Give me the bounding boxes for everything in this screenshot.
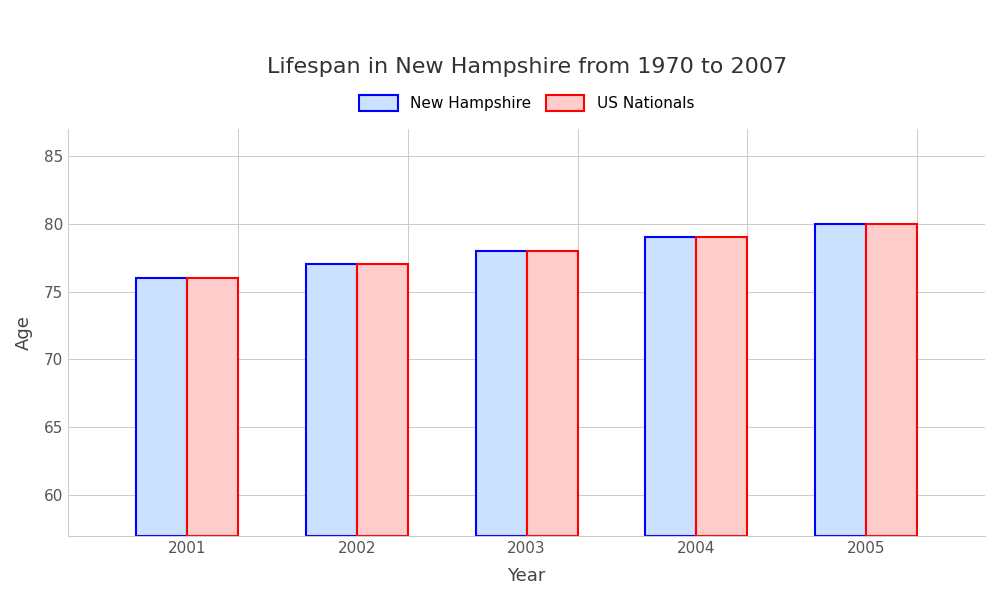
Bar [187,278,238,536]
Bar [306,265,357,536]
Bar [645,237,696,536]
Title: Lifespan in New Hampshire from 1970 to 2007: Lifespan in New Hampshire from 1970 to 2… [267,57,787,77]
Bar [866,224,917,536]
X-axis label: Year: Year [507,567,546,585]
Bar [696,237,747,536]
Bar [815,224,866,536]
Bar [136,278,187,536]
Bar [476,251,527,536]
Y-axis label: Age: Age [15,315,33,350]
Bar [527,251,578,536]
Bar [357,265,408,536]
Legend: New Hampshire, US Nationals: New Hampshire, US Nationals [352,87,702,119]
